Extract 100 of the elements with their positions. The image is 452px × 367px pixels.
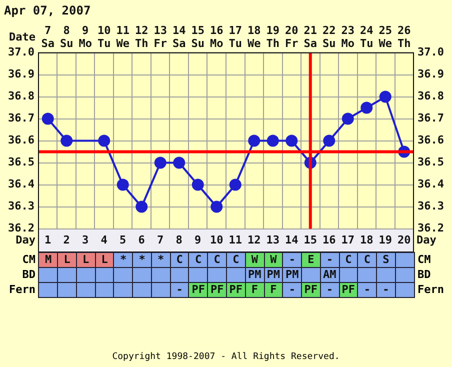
text: S bbox=[382, 253, 390, 266]
text: PF bbox=[304, 283, 318, 296]
text: - bbox=[176, 283, 183, 296]
x2-tick-label: 18 We bbox=[248, 24, 262, 50]
x-tick-label: 14 bbox=[285, 233, 299, 246]
x-tick-label: 7 bbox=[157, 233, 164, 246]
text: PF bbox=[342, 283, 355, 296]
point bbox=[248, 134, 260, 147]
point bbox=[342, 112, 354, 125]
text: - bbox=[382, 283, 390, 296]
text: L bbox=[101, 253, 108, 266]
y-tick-label: 36.9 bbox=[8, 68, 34, 81]
point bbox=[60, 134, 73, 147]
x-tick-label: 12 bbox=[248, 233, 261, 246]
y2-tick-label: 36.9 bbox=[418, 68, 444, 81]
text: F bbox=[270, 283, 277, 296]
x-tick-label: 17 bbox=[341, 233, 355, 246]
point bbox=[116, 178, 129, 191]
point bbox=[379, 90, 392, 103]
category-label: BD bbox=[22, 268, 36, 281]
x2-tick-label: 20 Fr bbox=[285, 24, 299, 50]
text: * bbox=[120, 253, 127, 266]
x2-tick-label: 22 Su bbox=[322, 24, 336, 50]
text: - bbox=[288, 253, 296, 266]
y2-tick-label: 36.3 bbox=[418, 200, 444, 213]
x-tick-label: 1 bbox=[44, 233, 52, 246]
x2-tick-label: 19 Th bbox=[266, 24, 280, 50]
x2-tick-label: 13 Fr bbox=[154, 24, 168, 50]
y-tick-label: 37.0 bbox=[8, 46, 34, 59]
x-axis-title: Day bbox=[416, 233, 437, 246]
point bbox=[192, 178, 204, 191]
x2-tick-label: 9 Mo bbox=[78, 24, 92, 50]
x-tick-label: 4 bbox=[100, 233, 108, 246]
text: C bbox=[364, 253, 370, 266]
x-tick-label: 18 bbox=[360, 233, 374, 246]
x2-tick-label: 16 Mo bbox=[210, 24, 224, 50]
text: W bbox=[251, 253, 258, 266]
text: * bbox=[158, 253, 164, 266]
x-tick-label: 10 bbox=[210, 233, 224, 246]
x2-tick-label: 25 We bbox=[378, 24, 392, 50]
y-tick-label: 36.8 bbox=[8, 90, 34, 103]
point bbox=[42, 112, 54, 125]
text: Day bbox=[16, 233, 36, 246]
text: - bbox=[326, 283, 333, 296]
text: AM bbox=[323, 268, 336, 281]
x2-tick-label: 15 Su bbox=[191, 24, 204, 50]
text: PF bbox=[192, 283, 205, 296]
point bbox=[266, 134, 279, 147]
category-label: CM bbox=[418, 253, 431, 266]
y2-tick-label: 36.2 bbox=[418, 222, 444, 235]
text: C bbox=[232, 253, 240, 266]
text: M bbox=[45, 253, 52, 266]
point bbox=[173, 156, 186, 169]
y2-tick-label: 36.5 bbox=[418, 156, 444, 169]
text: - bbox=[288, 283, 296, 296]
y-tick-label: 36.4 bbox=[8, 178, 35, 191]
text: W bbox=[270, 253, 277, 266]
category-label: BD bbox=[418, 268, 431, 281]
text: C bbox=[214, 253, 220, 266]
x2-tick-label: 14 Sa bbox=[172, 24, 186, 50]
text: C bbox=[176, 253, 183, 266]
text: F bbox=[251, 283, 258, 296]
text: C bbox=[345, 253, 352, 266]
x-tick-label: 9 bbox=[194, 233, 202, 246]
text: C bbox=[195, 253, 202, 266]
point bbox=[154, 156, 166, 169]
text: PM bbox=[248, 268, 262, 281]
x2-tick-label: 8 Su bbox=[60, 24, 74, 50]
x-tick-label: 2 bbox=[63, 233, 70, 246]
x-tick-label: 13 bbox=[266, 233, 280, 246]
category-label: CM bbox=[22, 253, 36, 266]
text: Copyright 1998-2007 - All Rights Reserved. bbox=[111, 352, 341, 362]
x2-tick-label: 12 Th bbox=[134, 24, 148, 50]
y-tick-label: 36.6 bbox=[8, 134, 35, 147]
category-label: Fern bbox=[418, 283, 444, 296]
point bbox=[136, 200, 148, 213]
x2-tick-label: 10 Tu bbox=[97, 24, 111, 50]
y2-tick-label: 36.7 bbox=[418, 112, 444, 125]
text: PF bbox=[210, 283, 224, 296]
point bbox=[286, 134, 298, 147]
text: - bbox=[364, 283, 370, 296]
chart-title: Apr 07, 2007 bbox=[4, 3, 91, 18]
text: L bbox=[82, 253, 90, 266]
y-tick-label: 36.5 bbox=[8, 156, 34, 169]
y-tick-label: 36.2 bbox=[8, 222, 34, 235]
x-tick-label: 16 bbox=[322, 233, 336, 246]
x2-tick-label: 7 Sa bbox=[41, 24, 54, 50]
x-tick-label: 19 bbox=[378, 233, 392, 246]
x2-axis-title: Date bbox=[8, 30, 36, 44]
point bbox=[360, 102, 373, 114]
point bbox=[98, 134, 110, 147]
x2-tick-label: 23 Mo bbox=[341, 24, 355, 50]
x-tick-label: 3 bbox=[82, 233, 89, 246]
x-tick-label: 8 bbox=[176, 233, 182, 246]
y2-tick-label: 36.8 bbox=[418, 90, 444, 103]
text: PM bbox=[266, 268, 280, 281]
text: PM bbox=[286, 268, 299, 281]
text: - bbox=[326, 253, 333, 266]
y2-tick-label: 36.4 bbox=[418, 178, 444, 191]
x-tick-label: 20 bbox=[398, 233, 411, 246]
